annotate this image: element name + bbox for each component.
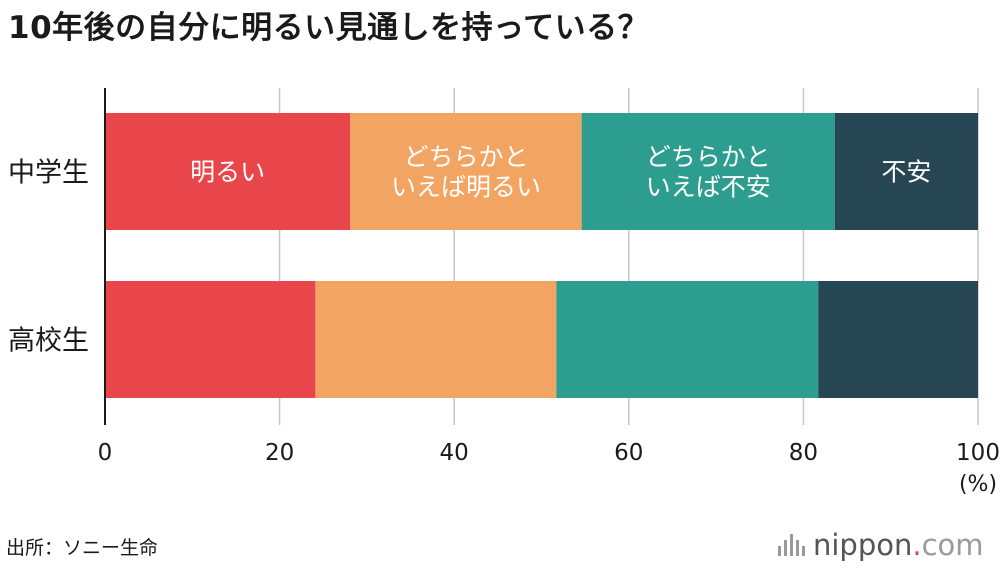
segment-label: 不安	[881, 158, 931, 187]
x-unit-label: (%)	[959, 472, 997, 497]
x-tick-label: 100	[956, 440, 1000, 466]
segment-label: いえば不安	[646, 173, 771, 202]
logo-tld: com	[921, 528, 984, 562]
segment-label: どちらかと	[646, 143, 771, 172]
bar-segment	[818, 281, 978, 398]
category-label: 高校生	[8, 326, 89, 357]
bar-segment	[315, 281, 557, 398]
bar-segment	[105, 113, 351, 230]
logo-mark-icon	[778, 534, 805, 556]
source-note: 出所：ソニー生命	[6, 537, 159, 559]
x-tick-label: 0	[98, 440, 113, 466]
x-tick-label: 20	[265, 440, 294, 466]
x-tick-label: 60	[614, 440, 643, 466]
nippon-logo: nippon. com	[778, 528, 984, 562]
bar-segment	[556, 281, 819, 398]
bar-segment	[105, 281, 316, 398]
segment-label: いえば明るい	[391, 173, 541, 202]
segment-label: 明るい	[190, 158, 265, 187]
chart-title: 10年後の自分に明るい見通しを持っている？	[8, 10, 650, 46]
logo-name: nippon	[813, 528, 913, 562]
bar-segment	[350, 113, 582, 230]
logo-dot: .	[912, 528, 922, 562]
bar-segment	[581, 113, 835, 230]
x-tick-label: 80	[789, 440, 818, 466]
segment-label: どちらかと	[403, 143, 528, 172]
category-label: 中学生	[8, 158, 89, 189]
x-tick-label: 40	[440, 440, 469, 466]
bar-segment	[834, 113, 978, 230]
